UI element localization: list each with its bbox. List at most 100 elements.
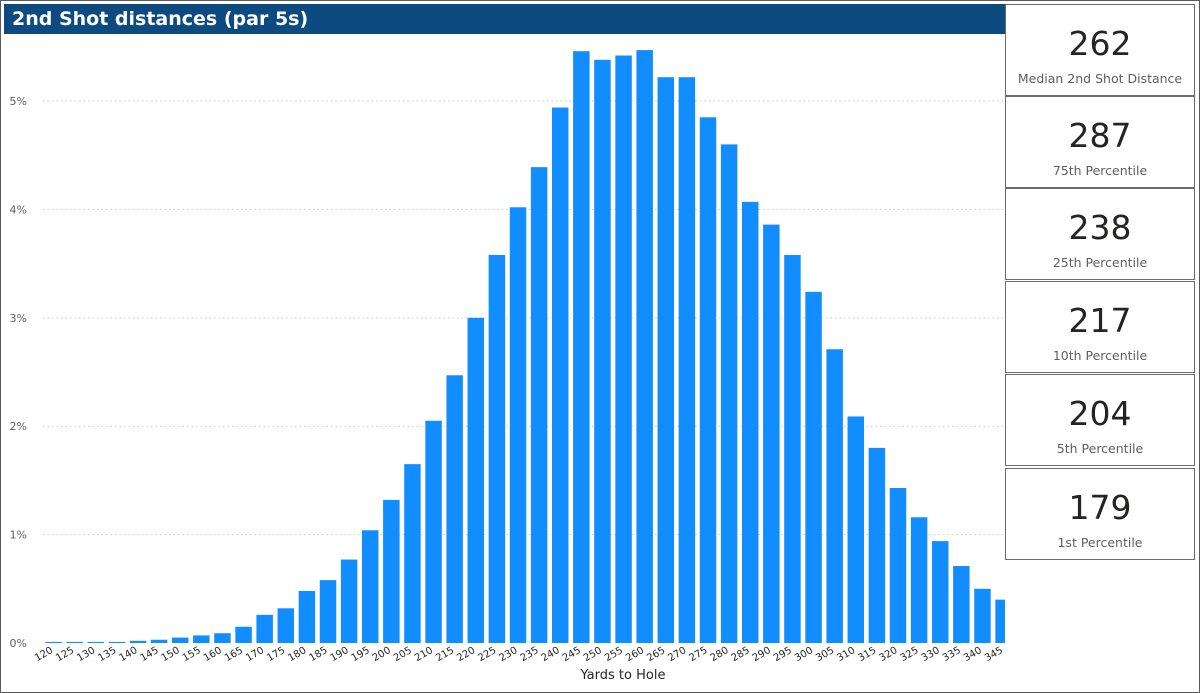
bar [741, 201, 759, 643]
kpi-value: 287 [1068, 116, 1132, 155]
x-tick-label: 175 [265, 645, 287, 664]
bar [171, 637, 189, 643]
bar [784, 254, 801, 644]
kpi-card-p5: 204 5th Percentile [1005, 374, 1195, 466]
x-tick-label: 345 [983, 645, 1005, 664]
x-tick-label: 195 [350, 645, 372, 664]
kpi-value: 217 [1068, 301, 1132, 340]
kpi-value: 238 [1068, 208, 1132, 247]
bar [530, 167, 548, 644]
x-tick-label: 295 [772, 645, 794, 664]
bar [847, 416, 865, 643]
bar [974, 588, 991, 643]
x-tick-label: 215 [434, 645, 456, 664]
y-tick-label: 3% [10, 312, 27, 325]
bar [298, 590, 316, 643]
x-tick-label: 235 [519, 645, 541, 664]
y-tick-label: 0% [10, 637, 27, 650]
y-tick-label: 2% [10, 420, 27, 433]
x-tick-label: 205 [392, 645, 414, 664]
histogram-chart: 0%1%2%3%4%5%120 125 130 135 140 145 150 155 160 1… [10, 50, 1005, 683]
bar [931, 541, 949, 643]
bar [826, 349, 843, 643]
kpi-label: 10th Percentile [1052, 348, 1148, 363]
bar [425, 420, 442, 643]
bar [573, 51, 590, 644]
bar [45, 641, 62, 643]
x-tick-label: 245 [561, 645, 583, 664]
chart-title-bar: 2nd Shot distances (par 5s) [4, 4, 1006, 34]
bar [763, 224, 780, 643]
x-tick-label: 135 [96, 645, 118, 664]
x-tick-label: 210 [413, 645, 435, 664]
x-tick-label: 265 [645, 645, 667, 664]
x-tick-label: 340 [962, 645, 984, 664]
kpi-label: 1st Percentile [1057, 535, 1143, 550]
bar [277, 608, 295, 643]
bar [615, 55, 632, 643]
kpi-label: 25th Percentile [1052, 255, 1148, 270]
bar [150, 639, 168, 643]
x-tick-label: 325 [899, 645, 921, 664]
x-tick-label: 170 [244, 645, 266, 664]
bar [488, 254, 506, 644]
x-tick-label: 330 [920, 645, 942, 664]
bar [214, 633, 231, 643]
bar [383, 499, 400, 643]
bar [636, 50, 653, 644]
bar [953, 566, 970, 643]
x-tick-label: 190 [329, 645, 351, 664]
chart-title: 2nd Shot distances (par 5s) [12, 8, 309, 30]
x-tick-label: 130 [75, 645, 97, 664]
kpi-label: 75th Percentile [1052, 163, 1148, 178]
bar [256, 614, 273, 643]
bar [910, 517, 928, 643]
x-tick-label: 180 [286, 645, 308, 664]
x-tick-label: 285 [730, 645, 752, 664]
x-tick-label: 150 [160, 645, 182, 664]
bar [889, 487, 907, 643]
x-tick-label: 320 [877, 645, 899, 664]
x-tick-label: 125 [54, 645, 76, 664]
x-tick-label: 255 [603, 645, 625, 664]
x-axis-title: Yards to Hole [580, 668, 666, 683]
x-tick-label: 250 [582, 645, 604, 664]
kpi-value: 204 [1068, 394, 1132, 433]
bar [594, 59, 611, 643]
bar [657, 77, 675, 644]
kpi-card-p1: 179 1st Percentile [1005, 468, 1195, 560]
bar [805, 291, 822, 643]
bar [467, 317, 485, 643]
bar [699, 117, 717, 644]
bar [108, 641, 126, 643]
x-tick-label: 165 [223, 645, 245, 664]
x-tick-label: 335 [941, 645, 963, 664]
x-tick-label: 270 [666, 645, 688, 664]
kpi-card-median: 262 Median 2nd Shot Distance [1005, 4, 1195, 96]
x-tick-label: 185 [307, 645, 329, 664]
x-tick-label: 140 [117, 645, 139, 664]
x-tick-label: 290 [751, 645, 773, 664]
kpi-card-p10: 217 10th Percentile [1005, 281, 1195, 373]
bar [87, 641, 105, 643]
x-tick-label: 240 [540, 645, 562, 664]
bar [720, 144, 738, 643]
x-tick-label: 155 [181, 645, 203, 664]
kpi-value: 262 [1068, 24, 1132, 63]
x-tick-label: 160 [202, 645, 224, 664]
bar [868, 447, 886, 643]
x-tick-label: 315 [856, 645, 878, 664]
x-tick-label: 260 [624, 645, 646, 664]
x-tick-label: 220 [455, 645, 477, 664]
bar [404, 464, 421, 643]
bar [319, 580, 337, 643]
x-tick-label: 300 [793, 645, 815, 664]
kpi-value: 179 [1068, 488, 1132, 527]
bar [193, 635, 210, 643]
bar [361, 530, 379, 643]
bar [129, 640, 147, 643]
kpi-card-p75: 287 75th Percentile [1005, 96, 1195, 188]
y-tick-label: 1% [10, 529, 27, 542]
bar [235, 626, 252, 643]
bar [551, 107, 569, 643]
